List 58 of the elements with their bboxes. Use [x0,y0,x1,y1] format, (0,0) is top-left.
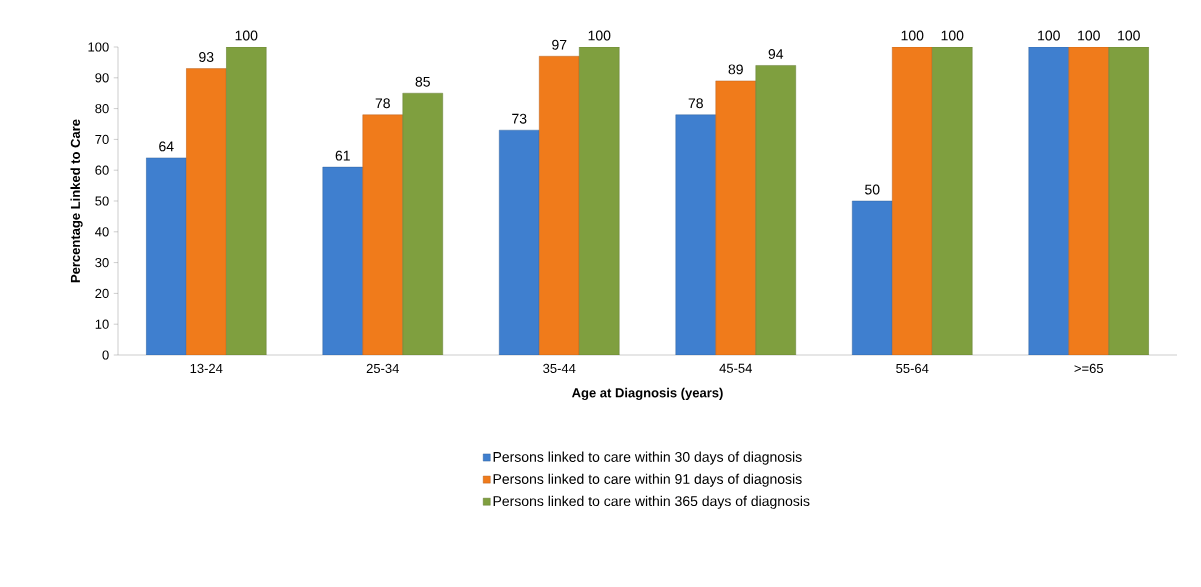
y-tick-label: 60 [95,165,109,175]
data-label: 73 [512,113,527,124]
bar [1068,47,1109,355]
bar [1108,47,1149,355]
data-label: 78 [688,98,703,109]
bar [579,47,620,355]
data-label: 100 [901,30,924,41]
data-label: 97 [552,39,567,50]
y-axis-title: Percentage Linked to Care [70,119,83,283]
data-label: 64 [159,141,174,152]
bar [852,200,893,355]
bar [186,68,227,355]
bar [932,47,973,355]
data-label: 100 [1118,30,1140,41]
data-label: 89 [728,64,743,75]
data-label: 100 [588,30,611,41]
data-label: 100 [941,30,964,41]
bar [892,47,933,355]
y-tick-label: 50 [95,196,109,206]
y-tick-label: 80 [95,103,109,114]
bar [715,80,756,355]
data-label: 50 [865,184,880,195]
x-axis-title: Age at Diagnosis (years) [571,387,723,401]
bar [362,114,403,355]
bar [675,114,716,355]
x-tick-label: 55-64 [896,363,929,373]
bar [322,166,363,355]
y-tick-label: 90 [95,73,109,83]
data-label: 61 [335,150,350,161]
x-tick-label: 45-54 [719,363,752,373]
bar [539,56,580,355]
legend-label: Persons linked to care within 365 days of diagnosis [493,495,810,509]
x-tick-label: 13-24 [190,363,223,373]
data-label: 100 [235,30,258,41]
bar [226,47,267,355]
bar [1028,47,1069,355]
data-label: 100 [1038,30,1060,41]
legend-label: Persons linked to care within 91 days of diagnosis [493,473,802,487]
bar [499,129,540,355]
x-tick-label: >=65 [1074,363,1104,373]
y-tick-label: 30 [95,257,109,268]
data-label: 94 [768,49,784,59]
y-tick-label: 70 [95,134,109,144]
legend-label: Persons linked to care within 30 days of diagnosis [493,451,802,465]
y-tick-label: 10 [95,319,109,329]
x-tick-label: 25-34 [366,363,399,373]
y-tick-label: 20 [95,288,109,298]
bar [755,65,796,355]
y-tick-label: 100 [88,42,109,52]
bar [146,157,187,355]
data-label: 93 [199,52,214,63]
bar [402,93,443,355]
y-tick-label: 40 [95,227,109,237]
x-tick-label: 35-44 [543,363,576,373]
y-tick-label: 0 [102,350,109,360]
data-label: 100 [1078,30,1100,41]
data-label: 78 [375,98,390,109]
data-label: 85 [415,76,430,87]
